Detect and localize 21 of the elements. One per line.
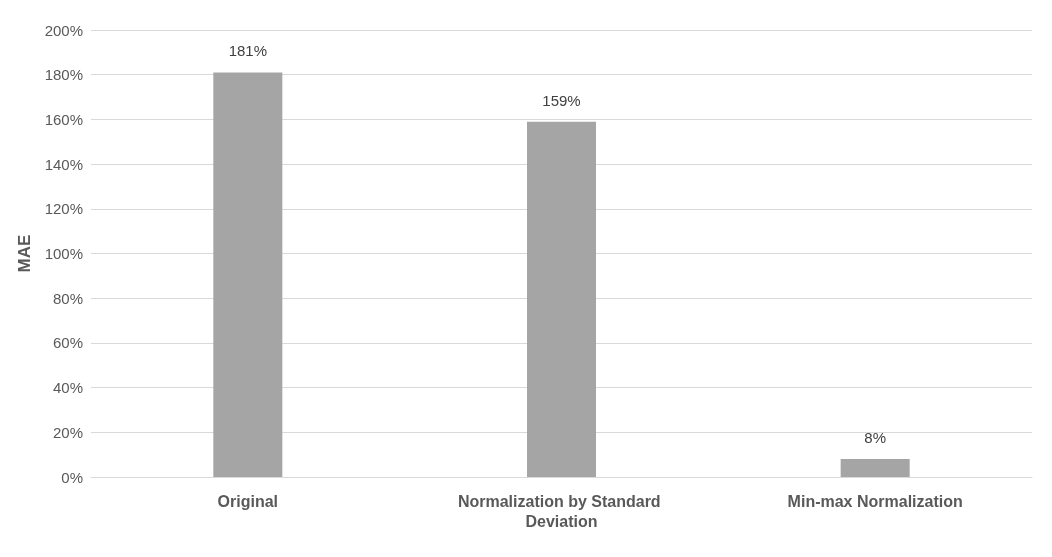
data-label: 8% — [864, 429, 887, 447]
x-tick-label: Min-max Normalization — [787, 492, 963, 510]
bar — [840, 459, 910, 477]
y-tick-label: 140% — [44, 155, 83, 173]
y-tick-label: 100% — [44, 245, 83, 262]
x-tick-label: Normalization by Standard Deviation — [457, 492, 666, 530]
y-tick-label: 80% — [52, 289, 83, 307]
x-tick-label: Original — [217, 492, 279, 510]
y-tick-label: 160% — [44, 110, 83, 128]
y-axis-title: MAE — [15, 234, 34, 273]
y-tick-label: 40% — [52, 379, 83, 397]
data-label: 181% — [228, 42, 268, 60]
y-tick-label: 20% — [52, 423, 83, 441]
y-tick-label: 200% — [44, 21, 83, 39]
bar — [527, 121, 596, 477]
data-label: 159% — [542, 91, 581, 109]
bar — [213, 72, 283, 477]
y-tick-label: 120% — [44, 200, 83, 218]
y-tick-label: 180% — [44, 66, 83, 84]
y-tick-label: 0% — [61, 468, 83, 486]
y-tick-label: 60% — [52, 334, 83, 352]
